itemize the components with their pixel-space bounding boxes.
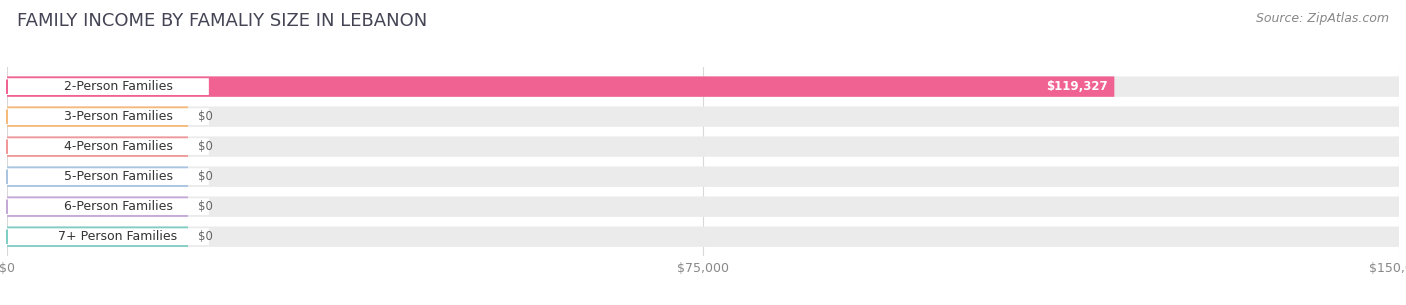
Text: 4-Person Families: 4-Person Families xyxy=(63,140,173,153)
Text: $0: $0 xyxy=(198,170,212,183)
FancyBboxPatch shape xyxy=(7,77,1399,97)
FancyBboxPatch shape xyxy=(7,196,188,217)
FancyBboxPatch shape xyxy=(7,106,188,127)
FancyBboxPatch shape xyxy=(7,198,209,215)
Text: $0: $0 xyxy=(198,200,212,213)
FancyBboxPatch shape xyxy=(7,77,1115,97)
Text: 6-Person Families: 6-Person Families xyxy=(63,200,173,213)
Text: Source: ZipAtlas.com: Source: ZipAtlas.com xyxy=(1256,12,1389,25)
Text: $119,327: $119,327 xyxy=(1046,80,1108,93)
Text: FAMILY INCOME BY FAMALIY SIZE IN LEBANON: FAMILY INCOME BY FAMALIY SIZE IN LEBANON xyxy=(17,12,427,30)
Text: 7+ Person Families: 7+ Person Families xyxy=(59,230,177,243)
FancyBboxPatch shape xyxy=(7,78,209,95)
FancyBboxPatch shape xyxy=(7,167,188,187)
FancyBboxPatch shape xyxy=(7,227,188,247)
Text: $0: $0 xyxy=(198,230,212,243)
FancyBboxPatch shape xyxy=(7,106,1399,127)
FancyBboxPatch shape xyxy=(7,167,1399,187)
FancyBboxPatch shape xyxy=(7,108,209,125)
FancyBboxPatch shape xyxy=(7,136,188,157)
Text: 2-Person Families: 2-Person Families xyxy=(63,80,173,93)
FancyBboxPatch shape xyxy=(7,196,1399,217)
Text: 5-Person Families: 5-Person Families xyxy=(63,170,173,183)
FancyBboxPatch shape xyxy=(7,228,209,245)
Text: 3-Person Families: 3-Person Families xyxy=(63,110,173,123)
FancyBboxPatch shape xyxy=(7,136,1399,157)
FancyBboxPatch shape xyxy=(7,227,1399,247)
FancyBboxPatch shape xyxy=(7,168,209,185)
Text: $0: $0 xyxy=(198,140,212,153)
FancyBboxPatch shape xyxy=(7,138,209,155)
Text: $0: $0 xyxy=(198,110,212,123)
